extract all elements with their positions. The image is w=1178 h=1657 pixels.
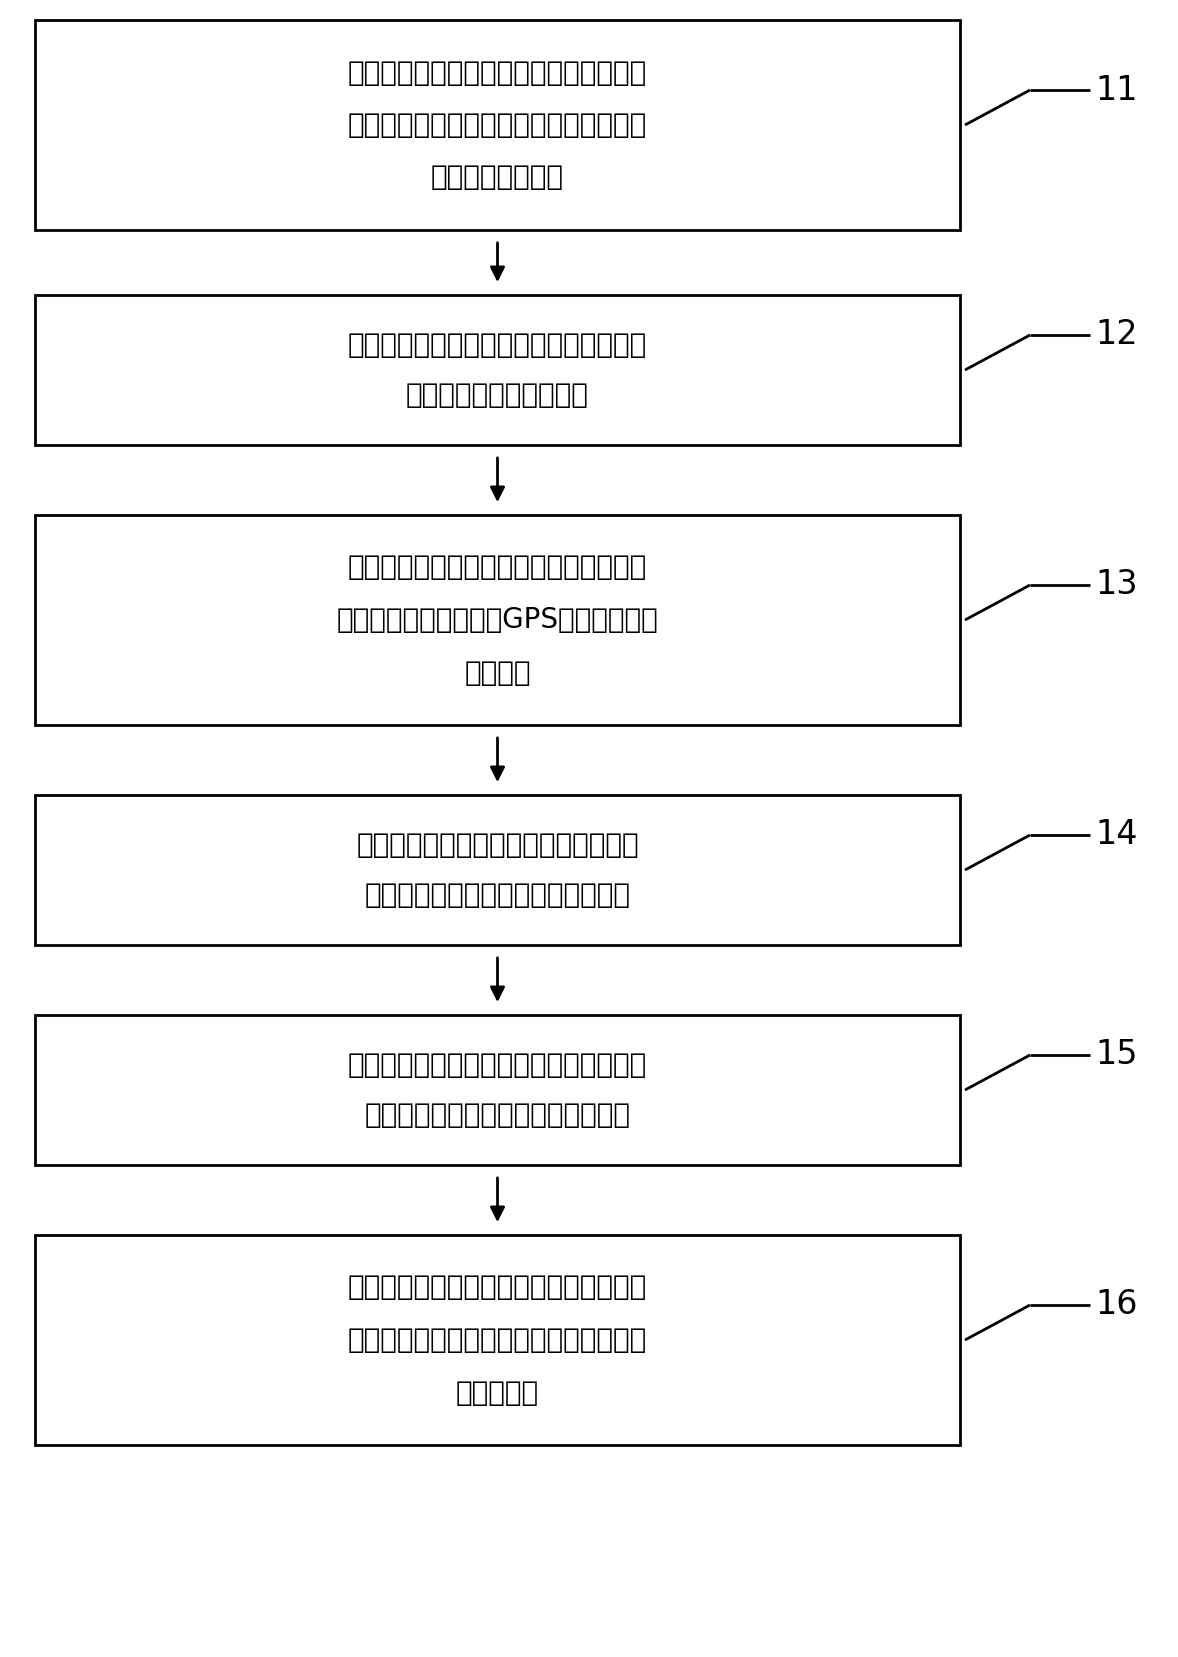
Text: 11: 11 — [1096, 73, 1138, 106]
Bar — [35, 515, 960, 726]
Text: 14: 14 — [1096, 819, 1138, 852]
Bar — [35, 20, 960, 230]
Text: 像，获取随里程的接触点的图像位置: 像，获取随里程的接触点的图像位置 — [364, 882, 630, 910]
Text: 列车运行，通过里程计触发图像传感器采: 列车运行，通过里程计触发图像传感器采 — [348, 553, 647, 582]
Bar — [35, 1234, 960, 1445]
Text: 里程计触发装置安装于车内，传感器采集: 里程计触发装置安装于车内，传感器采集 — [348, 111, 647, 139]
Text: 13: 13 — [1096, 568, 1138, 601]
Bar — [35, 1016, 960, 1165]
Text: 12: 12 — [1096, 318, 1138, 351]
Text: 结合标定信息，重建接触点的空间三维位: 结合标定信息，重建接触点的空间三维位 — [348, 1051, 647, 1079]
Text: 结合全站仪在车顶通过大型高精度玻璃靶: 结合全站仪在车顶通过大型高精度玻璃靶 — [348, 331, 647, 360]
Text: 弓网接触位置图像: 弓网接触位置图像 — [431, 164, 564, 192]
Bar — [35, 795, 960, 944]
Text: 接触状态，并结合惯导信息，判断受电弓: 接触状态，并结合惯导信息，判断受电弓 — [348, 1326, 647, 1354]
Text: 标对传感器进行在线标定: 标对传感器进行在线标定 — [406, 381, 589, 409]
Text: 等信息。: 等信息。 — [464, 658, 531, 686]
Text: 15: 15 — [1096, 1039, 1138, 1072]
Text: 结合跟踪和检测算法实时处理受电弓图: 结合跟踪和检测算法实时处理受电弓图 — [356, 832, 638, 858]
Text: 集图像，惯导系统采集GPS、车身倾斜度: 集图像，惯导系统采集GPS、车身倾斜度 — [337, 606, 659, 635]
Bar — [35, 295, 960, 446]
Text: 的偏移量。: 的偏移量。 — [456, 1379, 540, 1407]
Text: 通过接触点的三维轨迹，分析弓网之间的: 通过接触点的三维轨迹，分析弓网之间的 — [348, 1274, 647, 1301]
Text: 将传感器壳体固定于车顶，将惯导系统和: 将传感器壳体固定于车顶，将惯导系统和 — [348, 58, 647, 86]
Text: 置，并转换到受电弓接触网坐标系中: 置，并转换到受电弓接触网坐标系中 — [364, 1100, 630, 1128]
Text: 16: 16 — [1096, 1289, 1138, 1322]
